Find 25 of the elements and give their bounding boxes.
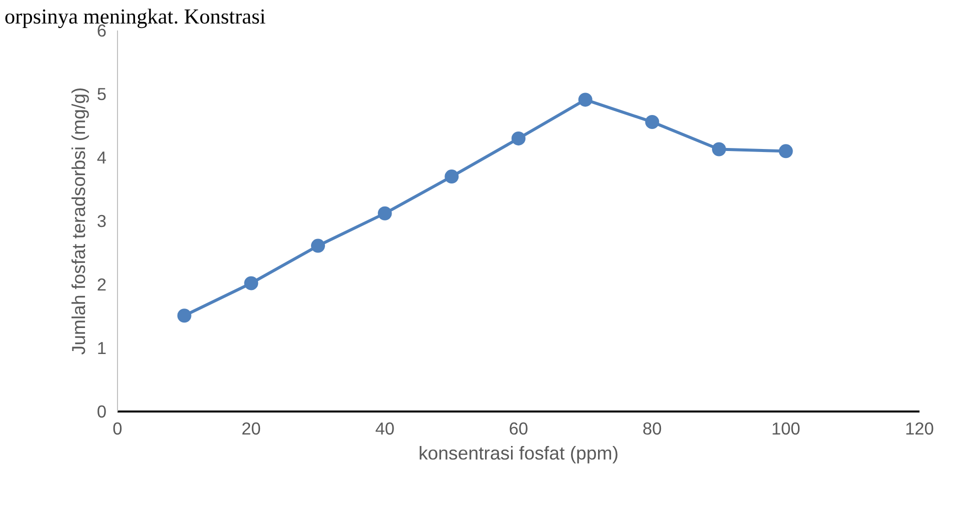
x-tick-label: 60 bbox=[508, 418, 528, 438]
x-tick-label: 20 bbox=[242, 418, 261, 438]
point bbox=[444, 170, 459, 184]
y-tick-label: 2 bbox=[96, 274, 107, 294]
point bbox=[244, 276, 258, 290]
x-tick-label: 100 bbox=[771, 418, 800, 438]
y-tick-label: 5 bbox=[96, 84, 107, 104]
y-axis-title: Jumlah fosfat teradsorbsi (mg/g) bbox=[68, 87, 89, 355]
y-tick-label: 1 bbox=[96, 338, 107, 358]
point bbox=[177, 308, 192, 323]
x-axis-title: konsentrasi fosfat (ppm) bbox=[418, 442, 619, 464]
y-tick-label: 3 bbox=[96, 211, 107, 231]
x-tick-label: 120 bbox=[905, 418, 934, 438]
point bbox=[378, 206, 392, 220]
x-tick-label: 40 bbox=[375, 418, 394, 438]
y-tick-label: 0 bbox=[96, 402, 107, 422]
point bbox=[645, 114, 660, 129]
y-tick-label: 4 bbox=[96, 148, 107, 168]
point bbox=[512, 131, 526, 146]
point bbox=[712, 142, 726, 156]
point bbox=[778, 144, 793, 158]
x-tick-label: 0 bbox=[112, 418, 122, 438]
point bbox=[578, 92, 592, 107]
point bbox=[311, 238, 325, 253]
x-tick-label: 80 bbox=[642, 418, 662, 438]
